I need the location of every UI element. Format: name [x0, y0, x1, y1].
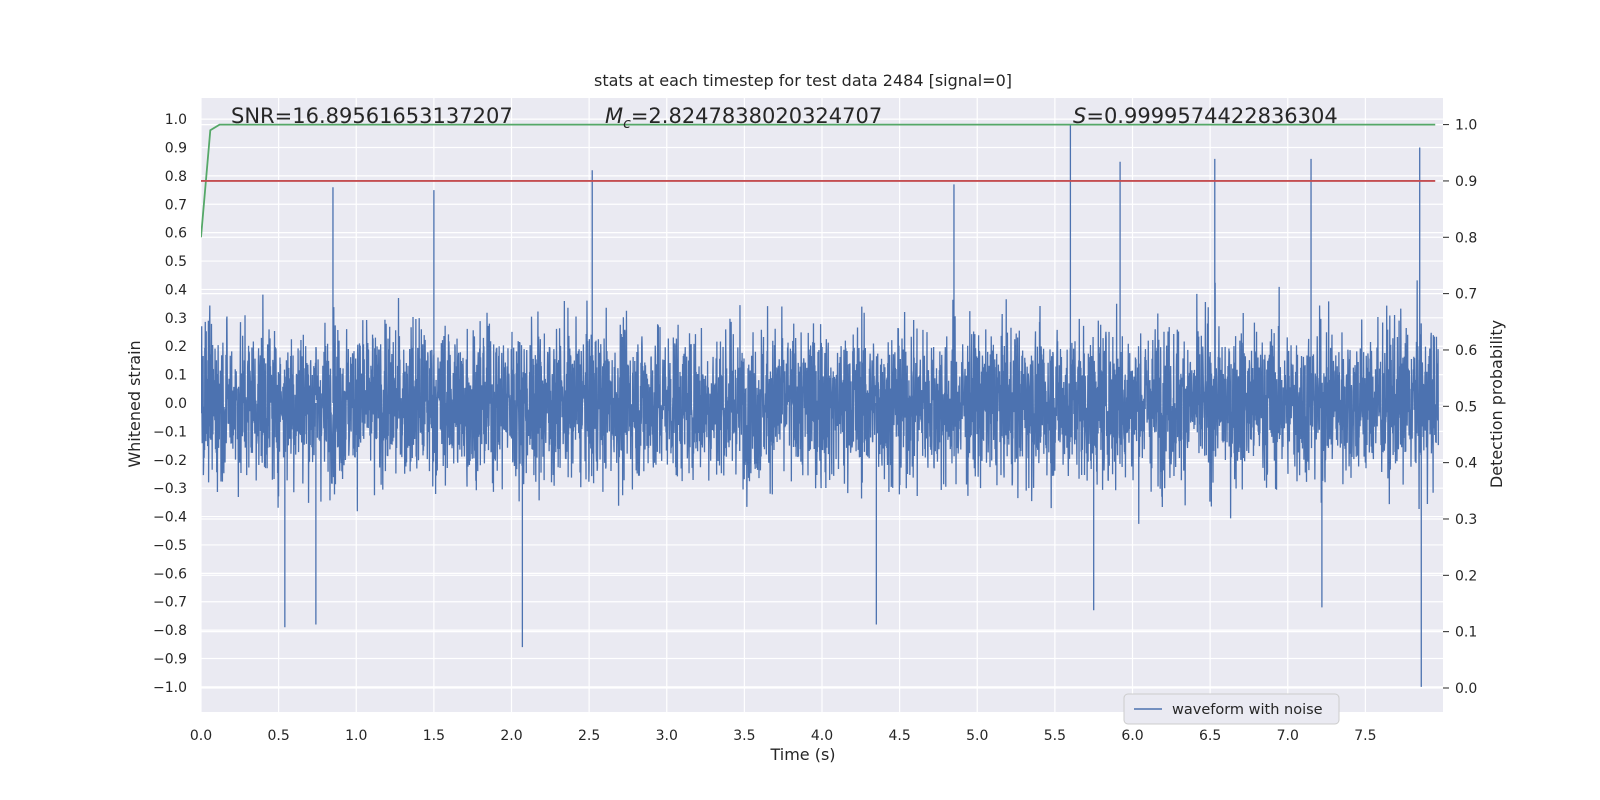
- x-tick-label: 2.5: [578, 728, 600, 744]
- x-tick-label: 0.0: [190, 728, 212, 744]
- x-tick-label: 4.0: [811, 728, 833, 744]
- y-tick-label: 0.0: [165, 396, 187, 412]
- y2-tick-label: 0.4: [1455, 456, 1477, 472]
- x-tick-label: 1.0: [345, 728, 367, 744]
- y-tick-label: −0.2: [153, 453, 187, 469]
- y-tick-label: −0.6: [153, 566, 187, 582]
- legend: waveform with noise: [1123, 693, 1340, 725]
- y-tick-label: 0.2: [165, 339, 187, 355]
- x-tick-label: 6.5: [1199, 728, 1221, 744]
- y2-tick-label: 0.3: [1455, 512, 1477, 528]
- y2-axis-ticks: 1.0 0.9 0.8 0.7 0.6 0.5 0.4 0.3 0.2 0.1 0.0: [1443, 118, 1477, 697]
- y2-tick-label: 0.2: [1455, 568, 1477, 584]
- x-tick-label: 1.5: [423, 728, 445, 744]
- x-tick-label: 5.0: [966, 728, 988, 744]
- y-tick-label: 0.8: [165, 169, 187, 185]
- y-tick-label: 0.5: [165, 254, 187, 270]
- x-tick-label: 3.0: [656, 728, 678, 744]
- chirp-mass-symbol: M: [605, 104, 623, 128]
- y2-tick-label: 0.1: [1455, 625, 1477, 641]
- y-tick-label: −0.7: [153, 595, 187, 611]
- waveform-series-line: [201, 124, 1439, 687]
- x-tick-label: 4.5: [888, 728, 910, 744]
- legend-label-waveform: waveform with noise: [1172, 702, 1323, 718]
- y-axis-ticks: 1.0 0.9 0.8 0.7 0.6 0.5 0.4 0.3 0.2 0.1 0.0 −0.1 −0.…: [153, 112, 187, 696]
- y2-tick-label: 0.0: [1455, 681, 1477, 697]
- y2-tick-label: 1.0: [1455, 118, 1477, 134]
- x-tick-label: 7.0: [1277, 728, 1299, 744]
- y-tick-label: −0.5: [153, 538, 187, 554]
- detection-probability-line: [201, 123, 1436, 238]
- x-tick-label: 0.5: [267, 728, 289, 744]
- y-tick-label: −0.3: [153, 481, 187, 497]
- y-tick-label: −0.9: [153, 652, 187, 668]
- x-tick-label: 5.5: [1044, 728, 1066, 744]
- y-tick-label: 0.3: [165, 311, 187, 327]
- x-tick-label: 2.0: [500, 728, 522, 744]
- y-tick-label: −0.8: [153, 623, 187, 639]
- s-symbol: S: [1073, 104, 1086, 128]
- y-tick-label: 0.7: [165, 197, 187, 213]
- y2-tick-label: 0.7: [1455, 287, 1477, 303]
- s-annotation: S=0.9999574422836304: [1073, 104, 1338, 128]
- y-tick-label: 1.0: [165, 112, 187, 128]
- chirp-mass-value: =2.8247838020324707: [631, 104, 882, 128]
- chirp-mass-annotation: Mc=2.8247838020324707: [605, 104, 882, 132]
- snr-annotation: SNR=16.89561653137207: [231, 104, 513, 128]
- y-tick-label: 0.9: [165, 140, 187, 156]
- legend-box: [1123, 693, 1340, 725]
- x-tick-label: 7.5: [1354, 728, 1376, 744]
- x-tick-label: 3.5: [733, 728, 755, 744]
- chirp-mass-subscript: c: [623, 116, 631, 132]
- y-tick-label: 0.1: [165, 368, 187, 384]
- y2-axis-label: Detection probability: [1487, 320, 1506, 488]
- y-tick-label: −0.4: [153, 510, 187, 526]
- y2-tick-label: 0.6: [1455, 343, 1477, 359]
- y2-tick-label: 0.9: [1455, 174, 1477, 190]
- y-tick-label: −0.1: [153, 424, 187, 440]
- chart-title: stats at each timestep for test data 248…: [594, 71, 1012, 90]
- y-tick-label: −1.0: [153, 680, 187, 696]
- x-axis-label: Time (s): [769, 745, 835, 764]
- s-value: =0.9999574422836304: [1086, 104, 1337, 128]
- x-axis-ticks: 0.0 0.5 1.0 1.5 2.0 2.5 3.0 3.5 4.0 4.5 5.0 5.5 6.0 6…: [190, 728, 1377, 744]
- y2-tick-label: 0.5: [1455, 399, 1477, 415]
- y-axis-label: Whitened strain: [125, 340, 144, 467]
- y-tick-label: 0.6: [165, 226, 187, 242]
- x-tick-label: 6.0: [1121, 728, 1143, 744]
- y2-tick-label: 0.8: [1455, 230, 1477, 246]
- y-tick-label: 0.4: [165, 282, 187, 298]
